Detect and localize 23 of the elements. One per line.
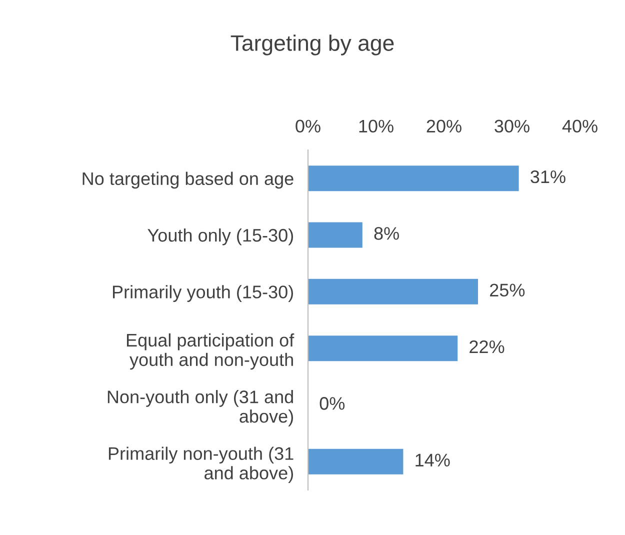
data-label: 14% xyxy=(416,454,450,466)
y-tick-label: Equal participation of youth and non-youth xyxy=(126,333,294,370)
chart-title: Targeting by age xyxy=(230,34,394,56)
y-tick-label: Non-youth only (31 and above) xyxy=(108,390,293,426)
y-tick-label: Primarily youth (15-30) xyxy=(112,285,293,302)
bar xyxy=(308,222,362,248)
y-tick-label: Youth only (15-30) xyxy=(148,228,293,246)
x-tick-label: 30% xyxy=(494,120,530,133)
bar xyxy=(308,448,404,474)
data-label: 0% xyxy=(320,397,345,410)
x-tick-label: 40% xyxy=(562,120,598,133)
data-label: 25% xyxy=(490,284,525,297)
data-label: 31% xyxy=(530,170,566,184)
bar xyxy=(308,166,519,192)
y-tick-label: No targeting based on age xyxy=(82,172,294,189)
x-tick-label: 20% xyxy=(426,120,462,133)
bar xyxy=(308,336,458,362)
y-tick-label: Primarily non-youth (31 and above) xyxy=(108,446,294,483)
bar xyxy=(308,278,478,304)
x-tick-label: 10% xyxy=(359,120,394,133)
data-label: 8% xyxy=(374,227,399,240)
data-label: 22% xyxy=(470,340,504,354)
x-tick-label: 0% xyxy=(296,120,320,133)
